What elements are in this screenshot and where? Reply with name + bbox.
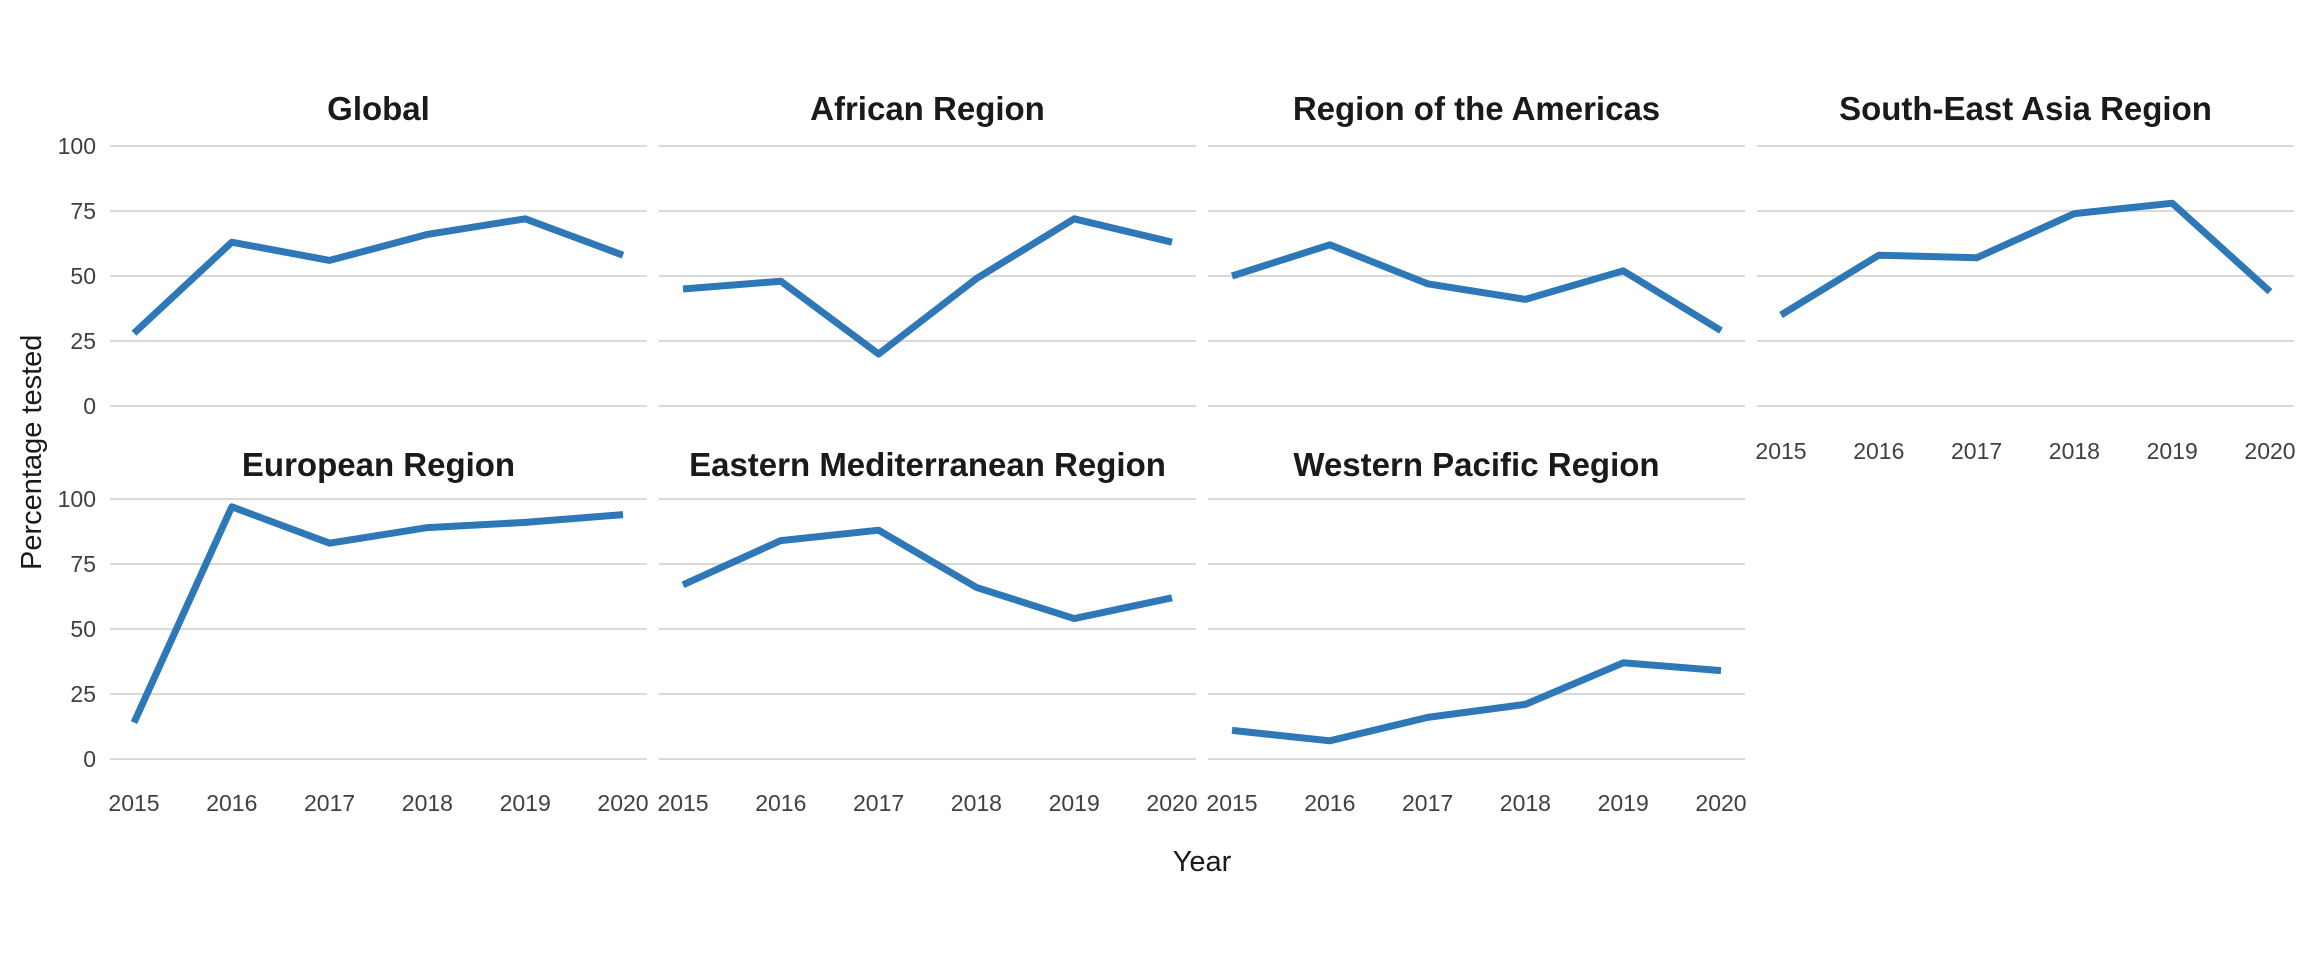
y-tick-label: 25 [70,328,96,354]
data-line [1779,199,2273,318]
x-tick-label: 2016 [755,790,807,816]
data-line [682,215,1173,358]
panel-region-of-the-americas: Region of the Americas [1208,0,1745,960]
y-tick-label: 0 [83,393,96,419]
x-tick-label: 2019 [499,790,551,816]
x-tick-label: 2020 [1146,790,1198,816]
y-tick-label: 50 [70,263,96,289]
x-tick-label: 2017 [1951,438,2003,464]
panel-south-east-asia-region: South-East Asia Region 2015 2016 2017 2018 20… [1755,0,2295,960]
panel-european-region: European Region 2015 2016 2017 2018 2019 2020 [108,0,648,960]
x-tick-label: 2017 [853,790,905,816]
y-tick-label: 100 [57,486,96,512]
x-tick-label: 2018 [2048,438,2100,464]
panel-african-region: African Region [659,0,1196,960]
data-line [1231,659,1722,745]
x-tick-label: 2015 [657,790,709,816]
x-tick-label: 2019 [1048,790,1100,816]
panel-eastern-mediterranean-region: Eastern Mediterranean Region 2015 2016 2017… [657,0,1197,960]
line-plot [110,498,647,760]
x-tick-label: 2016 [1853,438,1905,464]
panel-global: Global [110,0,647,960]
panel-title: Global [327,90,430,127]
y-tick-label: 75 [70,551,96,577]
x-tick-label: 2015 [1755,438,1807,464]
y-axis-title: Percentage tested [16,334,48,571]
y-tick-label: 100 [57,133,96,159]
panel-title: African Region [810,90,1045,127]
x-tick-label: 2018 [401,790,453,816]
data-line [1230,241,1723,334]
line-plot [1208,498,1745,760]
panel-western-pacific-region: Western Pacific Region 2015 2016 2017 2018 20… [1206,0,1746,960]
x-tick-label: 2019 [1597,790,1649,816]
y-tick-label: 0 [83,746,96,772]
y-tick-label: 75 [70,198,96,224]
panel-title: European Region [241,446,516,483]
line-plot [659,498,1196,760]
y-tick-label: 25 [70,681,96,707]
panel-title: South-East Asia Region [1839,90,2212,127]
line-plot [1208,145,1745,407]
x-tick-label: 2017 [1402,790,1454,816]
x-tick-label: 2016 [1304,790,1356,816]
panel-title: Western Pacific Region [1293,446,1660,483]
panel-title: Eastern Mediterranean Region [689,446,1166,483]
x-tick-label: 2015 [1206,790,1258,816]
data-line [681,526,1173,623]
line-plot [110,145,647,407]
data-line [130,503,624,725]
line-plot [659,145,1196,407]
x-tick-label: 2016 [206,790,258,816]
x-tick-label: 2018 [1499,790,1551,816]
x-tick-label: 2018 [950,790,1002,816]
x-tick-label: 2020 [2244,438,2296,464]
y-tick-label: 50 [70,616,96,642]
data-line [131,215,625,336]
x-tick-label: 2019 [2146,438,2198,464]
line-plot [1757,145,2294,407]
x-tick-label: 2020 [1695,790,1747,816]
x-tick-label: 2017 [304,790,356,816]
x-axis-title: Year [1172,846,1232,878]
panel-title: Region of the Americas [1292,90,1661,127]
x-tick-label: 2020 [597,790,649,816]
x-tick-label: 2015 [108,790,160,816]
